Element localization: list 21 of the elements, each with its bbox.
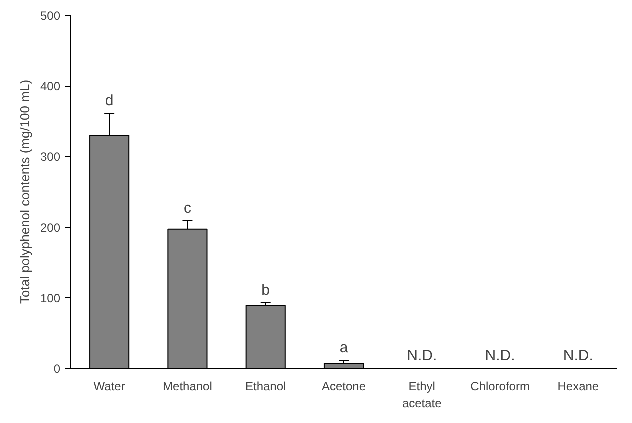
y-tick-label: 300 bbox=[40, 150, 61, 164]
annotation: b bbox=[262, 282, 270, 299]
y-tick-label: 500 bbox=[40, 9, 61, 23]
annotation: N.D. bbox=[485, 348, 516, 364]
x-tick-label: Methanol bbox=[163, 380, 212, 394]
annotation: d bbox=[105, 92, 114, 110]
y-axis-title: Total polyphenol contents (mg/100 mL) bbox=[17, 80, 32, 304]
y-tick-label: 200 bbox=[40, 220, 61, 235]
y-tick-label: 0 bbox=[54, 362, 61, 376]
y-tick-label: 100 bbox=[40, 291, 61, 306]
annotation: a bbox=[340, 340, 349, 357]
x-tick-label: Ethyl acetate bbox=[402, 380, 442, 410]
x-tick-label: Chloroform bbox=[470, 380, 530, 394]
annotation: N.D. bbox=[563, 348, 594, 364]
x-tick-label: Ethanol bbox=[246, 380, 286, 394]
annotation: c bbox=[184, 200, 192, 217]
annotation: N.D. bbox=[407, 348, 438, 364]
x-tick-label: Water bbox=[94, 380, 126, 394]
x-tick-label: Acetone bbox=[322, 380, 366, 394]
y-tick-label: 400 bbox=[40, 80, 61, 94]
x-tick-label: Hexane bbox=[558, 380, 600, 394]
